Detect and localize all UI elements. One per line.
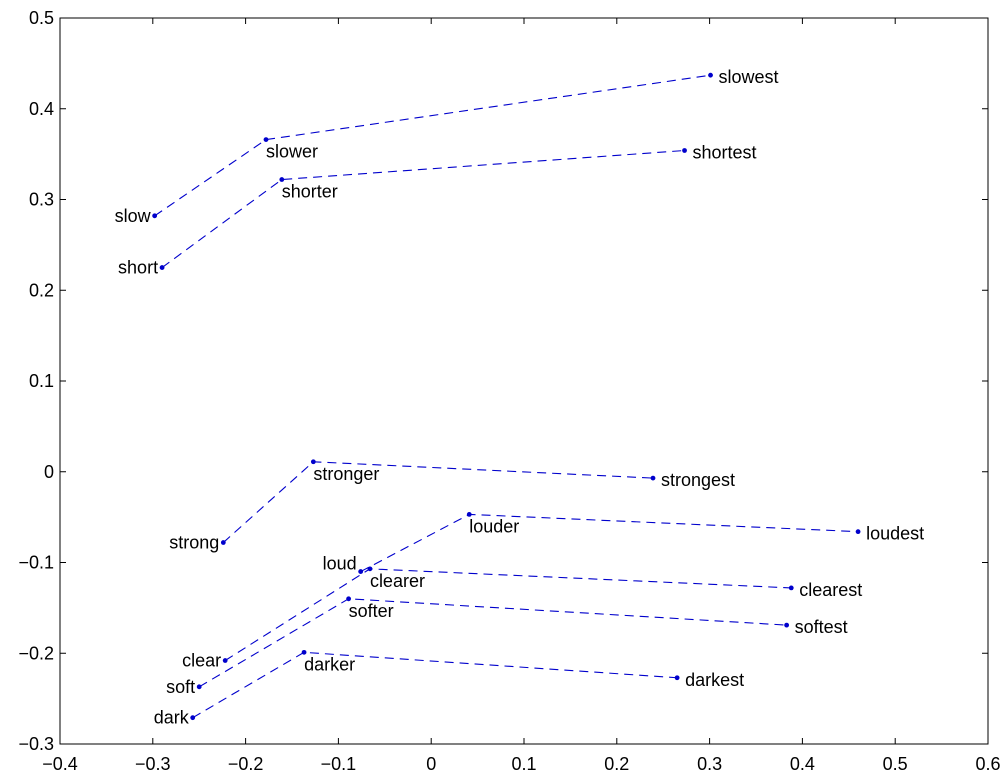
data-point — [855, 529, 861, 535]
point-label: loudest — [866, 524, 924, 544]
data-point — [346, 596, 352, 602]
data-point — [279, 177, 285, 182]
data-point — [682, 148, 687, 153]
x-tick-label: −0.4 — [42, 754, 78, 774]
series-line-1 — [161, 149, 685, 269]
x-tick-label: 0.2 — [604, 754, 629, 774]
data-point — [674, 675, 680, 681]
series-line-2 — [222, 461, 654, 543]
x-tick-label: 0.6 — [975, 754, 1000, 774]
y-tick-label: 0 — [44, 462, 54, 482]
x-tick-label: −0.2 — [228, 754, 264, 774]
point-label: shorter — [282, 182, 338, 202]
series-line-0 — [154, 74, 711, 217]
point-label: slow — [115, 206, 152, 226]
y-tick-label: −0.2 — [18, 643, 54, 663]
x-tick-label: 0.5 — [883, 754, 908, 774]
axis-ticks — [59, 17, 989, 745]
point-label: strongest — [661, 470, 735, 490]
data-point — [466, 512, 472, 517]
data-point — [708, 72, 713, 78]
point-label: slower — [266, 142, 318, 162]
point-label: softest — [795, 617, 848, 637]
x-tick-labels: −0.4 −0.3 −0.2 −0.1 0 0.1 0.2 0.3 0.4 0.5 0.6 — [42, 754, 1000, 774]
series-line-4 — [224, 568, 792, 661]
y-tick-label: 0.4 — [29, 99, 54, 119]
data-point — [650, 475, 656, 481]
point-label: clear — [182, 651, 221, 671]
point-label: shortest — [693, 142, 757, 162]
y-tick-label: −0.3 — [18, 734, 54, 754]
x-tick-label: 0.3 — [697, 754, 722, 774]
point-label: slowest — [719, 67, 779, 87]
data-point — [788, 585, 794, 591]
data-point — [784, 622, 790, 628]
x-tick-label: −0.3 — [135, 754, 171, 774]
x-tick-label: 0.4 — [790, 754, 815, 774]
y-tick-label: 0.3 — [29, 190, 54, 210]
x-tick-label: 0 — [426, 754, 436, 774]
point-label: strong — [169, 533, 219, 553]
point-label: clearest — [799, 580, 862, 600]
plot-area-frame — [59, 17, 989, 745]
series-line-6 — [192, 651, 678, 719]
data-point — [367, 566, 373, 572]
data-point — [310, 459, 316, 465]
point-label: softer — [349, 601, 394, 621]
data-point — [222, 658, 228, 663]
series-group — [154, 74, 859, 719]
data-point — [190, 715, 196, 721]
point-label: soft — [166, 677, 195, 697]
y-tick-label: 0.1 — [29, 371, 54, 391]
series-line-3 — [360, 513, 859, 573]
point-label: clearer — [370, 571, 425, 591]
point-label: short — [118, 258, 158, 278]
x-tick-label: −0.1 — [321, 754, 357, 774]
data-point — [220, 540, 226, 545]
point-label: stronger — [313, 464, 379, 484]
point-label: louder — [469, 516, 519, 536]
word-labels: slow slower slowest short shorter shortest str… — [115, 67, 924, 728]
x-tick-label: 0.1 — [511, 754, 536, 774]
data-point — [196, 684, 202, 690]
point-label: darkest — [685, 670, 744, 690]
point-label: darker — [304, 654, 355, 674]
point-label: loud — [323, 554, 357, 574]
data-point — [152, 213, 158, 219]
y-tick-label: 0.5 — [29, 8, 54, 28]
data-point — [301, 649, 307, 655]
points-group — [152, 72, 861, 721]
data-point — [358, 569, 364, 574]
data-point — [159, 265, 165, 270]
y-tick-label: −0.1 — [18, 553, 54, 573]
data-point — [263, 137, 269, 143]
y-tick-labels: −0.3 −0.2 −0.1 0 0.1 0.2 0.3 0.4 0.5 — [18, 8, 54, 754]
y-tick-label: 0.2 — [29, 280, 54, 300]
point-label: dark — [154, 708, 190, 728]
